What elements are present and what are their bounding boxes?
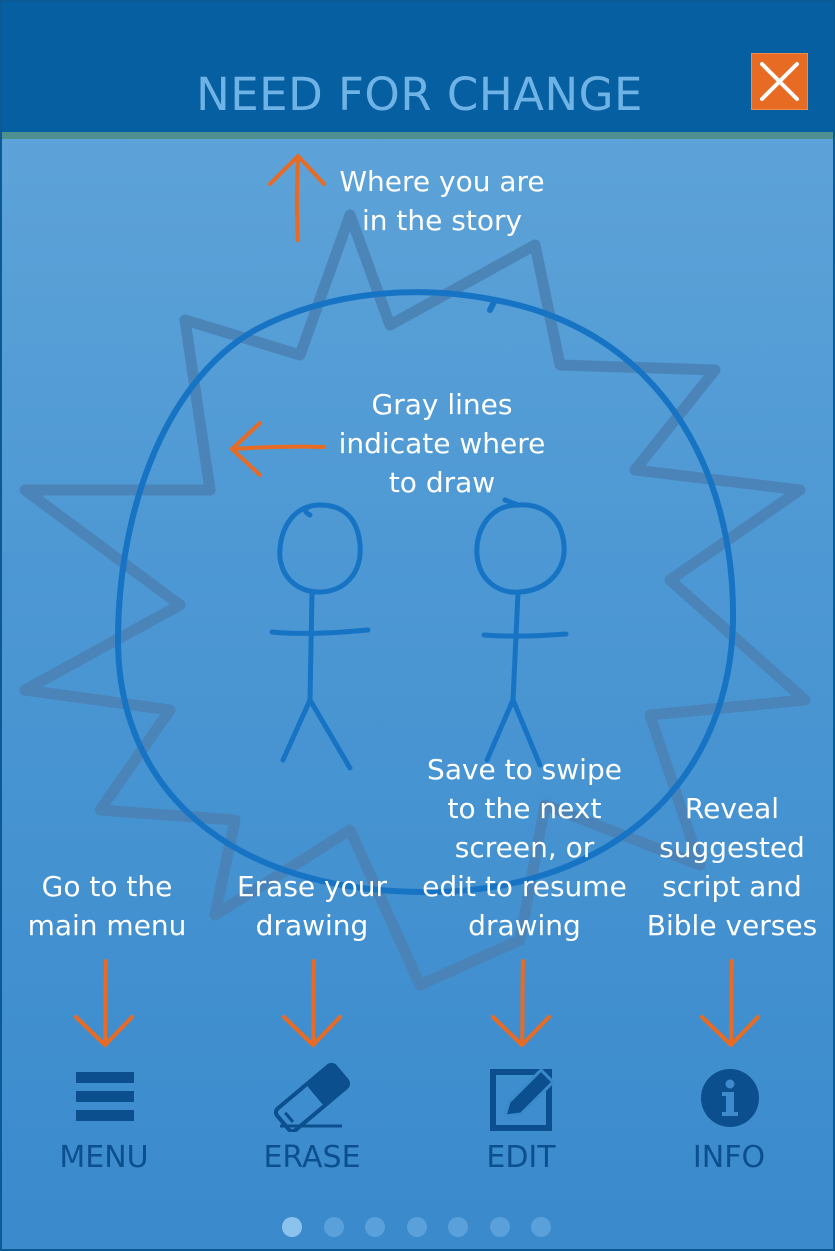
eraser-icon: [273, 1062, 351, 1132]
note-info: Reveal suggested script and Bible verses: [646, 792, 818, 942]
page-dot[interactable]: [324, 1217, 344, 1237]
info-label: INFO: [692, 1140, 766, 1175]
arrow-down-icon: [74, 959, 134, 1047]
page-dot[interactable]: [407, 1217, 427, 1237]
page-indicator: [2, 1217, 833, 1241]
note-story-position: Where you are in the story: [339, 165, 545, 237]
page-dot[interactable]: [531, 1217, 551, 1237]
info-icon: [701, 1069, 759, 1127]
arrow-down-icon: [282, 959, 342, 1047]
guide-line-sun: [19, 209, 811, 991]
stick-figure-left: [269, 502, 371, 771]
story-progress-line: [2, 132, 833, 139]
hamburger-menu-icon: [76, 1072, 134, 1121]
close-button[interactable]: [751, 53, 808, 110]
note-save-edit: Save to swipe to the next screen, or edi…: [422, 753, 627, 942]
menu-label: MENU: [59, 1140, 149, 1175]
arrow-up-icon: [268, 154, 326, 242]
page-dot[interactable]: [448, 1217, 468, 1237]
page-title: NEED FOR CHANGE: [196, 68, 643, 121]
page-dot[interactable]: [490, 1217, 510, 1237]
edit-label: EDIT: [486, 1140, 556, 1175]
note-gray-lines: Gray lines indicate where to draw: [338, 388, 546, 499]
note-erase: Erase your drawing: [236, 870, 388, 942]
note-menu: Go to the main menu: [27, 870, 187, 942]
face-circle: [114, 289, 737, 896]
header-bar: [2, 2, 833, 132]
arrow-left-icon: [230, 421, 326, 477]
edit-pencil-icon: [490, 1067, 556, 1131]
arrow-down-icon: [491, 959, 551, 1047]
page-dot[interactable]: [365, 1217, 385, 1237]
stick-figure-right: [474, 497, 569, 768]
erase-label: ERASE: [263, 1140, 361, 1175]
page-dot-active[interactable]: [282, 1217, 302, 1237]
arrow-down-icon: [700, 959, 760, 1047]
close-x-icon: [760, 62, 799, 101]
